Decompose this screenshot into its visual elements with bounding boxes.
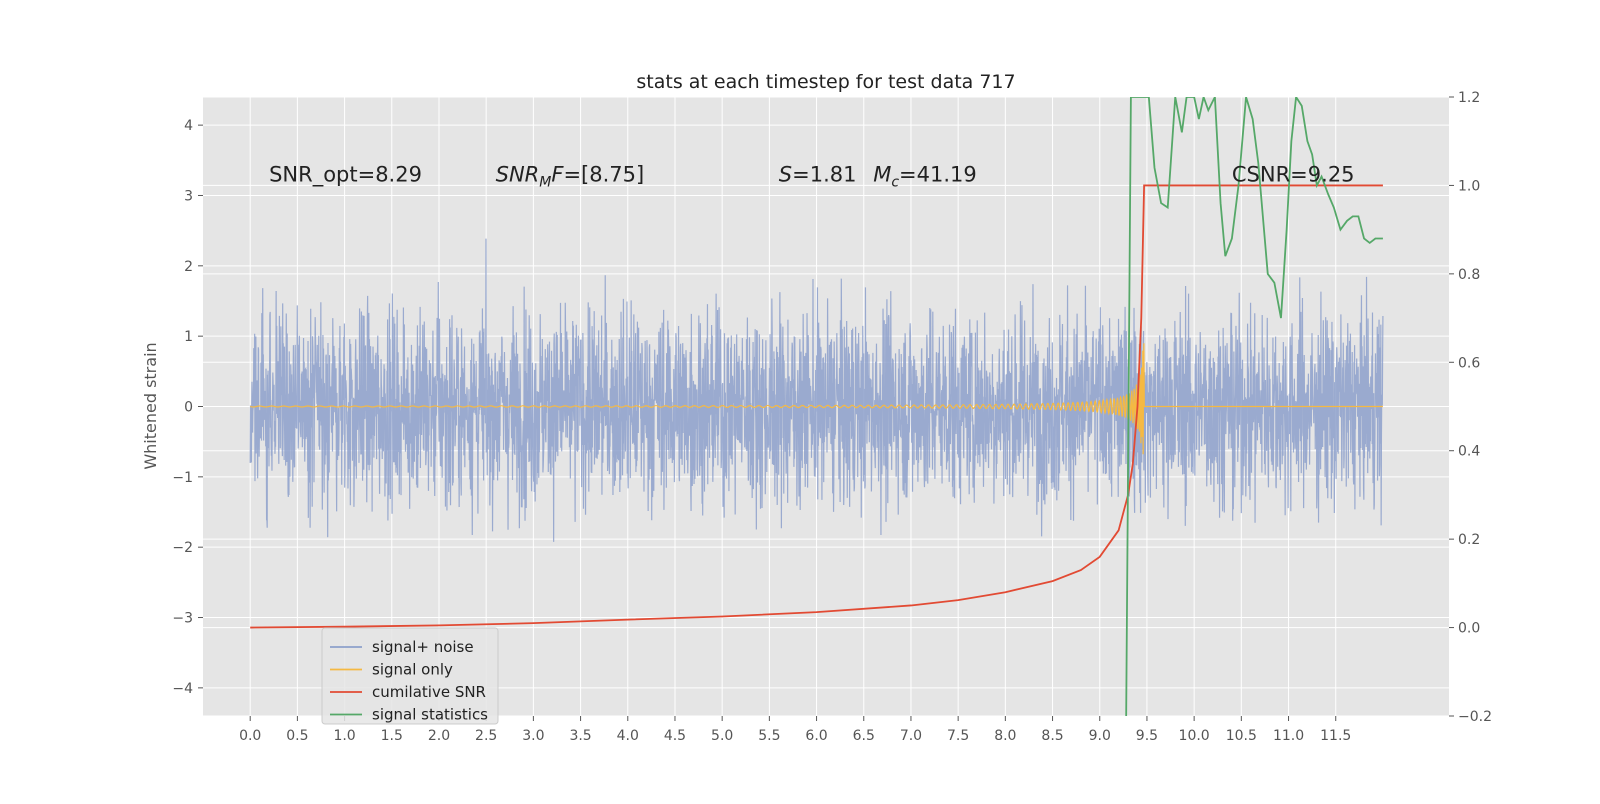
x-tick-label: 9.0	[1089, 728, 1111, 744]
legend-label: signal only	[372, 661, 453, 679]
x-tick-label: 2.0	[428, 728, 450, 744]
axis-ticks: 0.0 0.5 1.0 1.5 2.0 2.5 3.0 3.5 4.0 4.5 5.0 5.5 6.0 6…	[172, 90, 1492, 744]
x-tick-label: 1.0	[333, 728, 355, 744]
plot-area	[249, 97, 1384, 716]
x-tick-label: 0.0	[239, 728, 261, 744]
x-tick-label: 0.5	[286, 728, 308, 744]
y-left-tick-label: −4	[172, 681, 193, 697]
x-tick-label: 5.5	[758, 728, 780, 744]
y-right-tick-label: 1.0	[1458, 178, 1480, 194]
legend: signal+ noise signal only cumilative SNR si…	[321, 627, 499, 725]
x-tick-label: 2.5	[475, 728, 497, 744]
series-signal-only	[250, 343, 1383, 455]
x-tick-label: 3.0	[522, 728, 544, 744]
x-tick-label: 4.5	[664, 728, 686, 744]
series-cumulative-snr	[250, 184, 1383, 629]
legend-label: signal statistics	[372, 706, 488, 724]
x-tick-label: 6.5	[853, 728, 875, 744]
x-tick-label: 1.5	[381, 728, 403, 744]
x-tick-label: 3.5	[569, 728, 591, 744]
chart-title: stats at each timestep for test data 717	[636, 71, 1015, 93]
series-signal-plus-noise	[249, 238, 1384, 542]
annotation-2: S=1.81	[779, 162, 857, 186]
y-left-tick-label: −2	[172, 540, 193, 556]
x-tick-label: 5.0	[711, 728, 733, 744]
x-tick-label: 8.0	[994, 728, 1016, 744]
y-left-tick-label: 1	[184, 329, 193, 345]
legend-label: signal+ noise	[372, 638, 474, 656]
y-left-tick-label: 3	[184, 188, 193, 204]
x-tick-label: 7.5	[947, 728, 969, 744]
y-left-tick-label: 0	[184, 400, 193, 416]
x-tick-label: 7.0	[900, 728, 922, 744]
y-right-tick-label: 0.0	[1458, 621, 1480, 637]
x-tick-label: 8.5	[1041, 728, 1063, 744]
legend-label: cumilative SNR	[372, 683, 486, 701]
y-right-tick-label: −0.2	[1458, 709, 1492, 725]
y-right-tick-label: 0.6	[1458, 355, 1480, 371]
annotations: SNR_opt=8.29 SNRMF=[8.75] S=1.81 Mc=41.19 CS…	[269, 162, 1354, 190]
annotation-0: SNR_opt=8.29	[269, 162, 422, 187]
y-right-tick-label: 0.8	[1458, 267, 1480, 283]
x-tick-label: 11.0	[1273, 728, 1304, 744]
annotation-4: CSNR=9.25	[1232, 162, 1355, 186]
y-axis-label: Whitened strain	[141, 342, 160, 469]
x-tick-label: 6.0	[805, 728, 827, 744]
y-left-tick-label: −3	[172, 611, 193, 627]
y-right-tick-label: 0.4	[1458, 444, 1480, 460]
y-right-tick-label: 0.2	[1458, 532, 1480, 548]
y-right-tick-label: 1.2	[1458, 90, 1480, 106]
x-tick-label: 10.5	[1226, 728, 1257, 744]
annotation-3: Mc=41.19	[873, 162, 977, 190]
y-left-tick-label: −1	[172, 470, 193, 486]
series-signal-statistics	[1125, 97, 1383, 716]
x-tick-label: 4.0	[617, 728, 639, 744]
y-left-tick-label: 2	[184, 259, 193, 275]
x-tick-label: 9.5	[1136, 728, 1158, 744]
x-tick-label: 10.0	[1179, 728, 1210, 744]
x-tick-label: 11.5	[1320, 728, 1351, 744]
legend-box	[321, 627, 499, 725]
annotation-1: SNRMF=[8.75]	[496, 162, 645, 190]
y-left-tick-label: 4	[184, 118, 193, 134]
